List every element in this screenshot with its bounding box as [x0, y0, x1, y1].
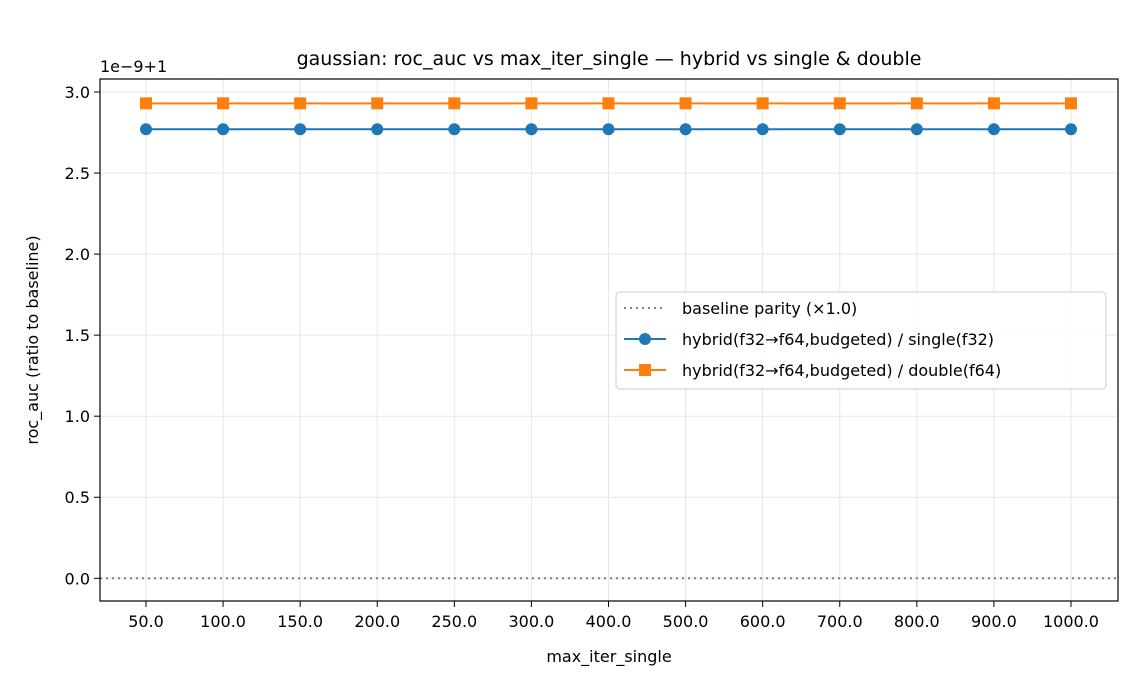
- x-tick-label: 1000.0: [1043, 612, 1099, 631]
- series-1-point: [987, 123, 1000, 136]
- y-tick-label: 1.5: [65, 326, 90, 345]
- legend-label-series-2: hybrid(f32→f64,budgeted) / double(f64): [682, 361, 1001, 380]
- series-2-point: [525, 97, 538, 110]
- y-tick-label: 0.5: [65, 488, 90, 507]
- series-1-point: [602, 123, 615, 136]
- y-axis-ticks: 0.0 0.5 1.0 1.5 2.0 2.5 3.0: [65, 83, 100, 588]
- x-tick-label: 400.0: [586, 612, 632, 631]
- chart-title: gaussian: roc_auc vs max_iter_single — h…: [297, 48, 922, 70]
- x-tick-label: 900.0: [971, 612, 1017, 631]
- legend-label-baseline: baseline parity (×1.0): [682, 299, 857, 318]
- legend-series-2-marker: [639, 364, 651, 376]
- legend: baseline parity (×1.0) hybrid(f32→f64,bu…: [615, 291, 1107, 390]
- series-2-point: [448, 97, 461, 110]
- series-1-point: [217, 123, 230, 136]
- series-layer: [140, 97, 1077, 136]
- series-2-point: [833, 97, 846, 110]
- x-tick-label: 600.0: [740, 612, 786, 631]
- series-2-point: [987, 97, 1000, 110]
- series-1-point: [448, 123, 461, 136]
- y-axis-label: roc_auc (ratio to baseline): [23, 235, 43, 444]
- series-1-point: [294, 123, 307, 136]
- y-tick-label: 2.5: [65, 164, 90, 183]
- series-2-point: [756, 97, 769, 110]
- x-tick-label: 700.0: [817, 612, 863, 631]
- series-1-point: [833, 123, 846, 136]
- series-1-point: [371, 123, 384, 136]
- x-tick-label: 150.0: [277, 612, 323, 631]
- x-axis-ticks: 50.0 100.0 150.0 200.0 250.0 300.0 400.0 500.0 6…: [128, 601, 1099, 631]
- series-1-point: [1065, 123, 1077, 136]
- series-2-point: [140, 97, 152, 110]
- x-tick-label: 500.0: [663, 612, 709, 631]
- x-tick-label: 800.0: [894, 612, 940, 631]
- x-axis-label: max_iter_single: [546, 647, 671, 667]
- series-1-point: [910, 123, 923, 136]
- series-1-point: [140, 123, 152, 136]
- series-2-point: [679, 97, 692, 110]
- series-2-point: [1065, 97, 1077, 110]
- series-2-point: [371, 97, 384, 110]
- x-tick-label: 250.0: [431, 612, 477, 631]
- series-2-point: [217, 97, 230, 110]
- x-tick-label: 300.0: [509, 612, 555, 631]
- x-tick-label: 200.0: [354, 612, 400, 631]
- y-tick-label: 2.0: [65, 245, 90, 264]
- x-tick-label: 100.0: [200, 612, 246, 631]
- series-1-point: [525, 123, 538, 136]
- series-1-point: [679, 123, 692, 136]
- y-tick-label: 0.0: [65, 569, 90, 588]
- legend-box: [615, 291, 1107, 390]
- legend-label-series-1: hybrid(f32→f64,budgeted) / single(f32): [682, 330, 994, 349]
- legend-series-1-marker: [639, 333, 651, 345]
- series-2-point: [910, 97, 923, 110]
- y-tick-label: 3.0: [65, 83, 90, 102]
- series-2-point: [602, 97, 615, 110]
- y-offset-text: 1e−9+1: [100, 57, 167, 76]
- x-tick-label: 50.0: [128, 612, 164, 631]
- y-tick-label: 1.0: [65, 407, 90, 426]
- series-1-point: [756, 123, 769, 136]
- series-2-point: [294, 97, 307, 110]
